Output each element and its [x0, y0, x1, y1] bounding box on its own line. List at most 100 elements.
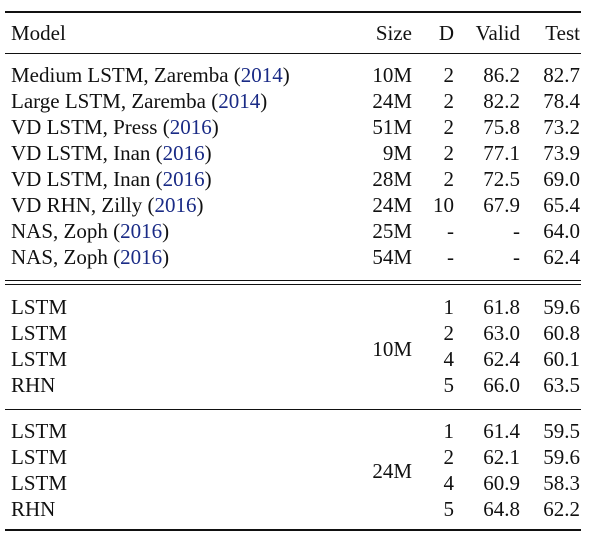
- valid-cell: 60.9: [483, 471, 520, 495]
- model-name: LSTM: [11, 445, 68, 469]
- d-cell: 2: [443, 63, 455, 87]
- model-name: LSTM: [11, 347, 68, 371]
- table-header: Model Size D Valid Test: [0, 20, 592, 46]
- size-cell: 28M: [372, 167, 412, 191]
- test-cell: 64.0: [543, 219, 580, 243]
- section-rule: [5, 280, 581, 281]
- test-cell: 82.7: [543, 63, 580, 87]
- valid-cell: 67.9: [483, 193, 520, 217]
- citation-year[interactable]: 2014: [218, 89, 261, 113]
- test-cell: 59.6: [543, 445, 580, 469]
- d-cell: -: [447, 219, 454, 243]
- table-row: VD RHN, Zilly (2016) 24M 10 67.9 65.4: [0, 192, 592, 218]
- valid-cell: -: [513, 219, 520, 243]
- citation-year[interactable]: 2014: [240, 63, 283, 87]
- header-model: Model: [11, 21, 66, 45]
- d-cell: 2: [443, 89, 455, 113]
- test-cell: 73.2: [543, 115, 580, 139]
- citation-year[interactable]: 2016: [169, 115, 212, 139]
- header-test: Test: [545, 21, 580, 45]
- citation-year[interactable]: 2016: [162, 167, 205, 191]
- model-name: Medium LSTM, Zaremba (2014): [11, 63, 290, 87]
- bottom-rule: [5, 529, 581, 531]
- table-row: LSTM 4 62.4 60.1: [0, 346, 592, 372]
- model-name: VD LSTM, Press (2016): [11, 115, 219, 139]
- valid-cell: 66.0: [483, 373, 520, 397]
- citation-year[interactable]: 2016: [162, 141, 205, 165]
- valid-cell: 75.8: [483, 115, 520, 139]
- d-cell: 1: [443, 419, 455, 443]
- model-name: NAS, Zoph (2016): [11, 219, 170, 243]
- group-size-cell: 10M: [372, 337, 412, 361]
- citation-year[interactable]: 2016: [154, 193, 197, 217]
- valid-cell: 63.0: [483, 321, 520, 345]
- table-row: RHN 5 64.8 62.2: [0, 496, 592, 522]
- valid-cell: 62.1: [483, 445, 520, 469]
- test-cell: 78.4: [543, 89, 580, 113]
- test-cell: 62.4: [543, 245, 580, 269]
- table-row: LSTM 1 61.8 59.6: [0, 294, 592, 320]
- d-cell: 2: [443, 445, 455, 469]
- test-cell: 62.2: [543, 497, 580, 521]
- d-cell: 2: [443, 321, 455, 345]
- valid-cell: 62.4: [483, 347, 520, 371]
- table-row: LSTM 1 61.4 59.5: [0, 418, 592, 444]
- d-cell: -: [447, 245, 454, 269]
- valid-cell: 72.5: [483, 167, 520, 191]
- model-name: LSTM: [11, 321, 68, 345]
- test-cell: 58.3: [543, 471, 580, 495]
- test-cell: 63.5: [543, 373, 580, 397]
- table-row: NAS, Zoph (2016) 54M - - 62.4: [0, 244, 592, 270]
- size-cell: 25M: [372, 219, 412, 243]
- table-row: VD LSTM, Press (2016) 51M 2 75.8 73.2: [0, 114, 592, 140]
- d-cell: 4: [443, 471, 455, 495]
- test-cell: 65.4: [543, 193, 580, 217]
- valid-cell: 61.8: [483, 295, 520, 319]
- header-rule: [5, 53, 581, 54]
- model-name: RHN: [11, 373, 56, 397]
- header-d: D: [438, 21, 454, 45]
- size-cell: 24M: [372, 89, 412, 113]
- model-name: Large LSTM, Zaremba (2014): [11, 89, 268, 113]
- test-cell: 59.5: [543, 419, 580, 443]
- d-cell: 2: [443, 141, 455, 165]
- test-cell: 60.1: [543, 347, 580, 371]
- model-name: LSTM: [11, 471, 68, 495]
- table-row: NAS, Zoph (2016) 25M - - 64.0: [0, 218, 592, 244]
- table-row: Large LSTM, Zaremba (2014) 24M 2 82.2 78…: [0, 88, 592, 114]
- valid-cell: 64.8: [483, 497, 520, 521]
- header-valid: Valid: [475, 21, 520, 45]
- d-cell: 10: [433, 193, 454, 217]
- model-name: VD RHN, Zilly (2016): [11, 193, 204, 217]
- d-cell: 5: [443, 373, 455, 397]
- model-name: VD LSTM, Inan (2016): [11, 167, 212, 191]
- table-row: VD LSTM, Inan (2016) 9M 2 77.1 73.9: [0, 140, 592, 166]
- citation-year[interactable]: 2016: [120, 219, 163, 243]
- valid-cell: 82.2: [483, 89, 520, 113]
- model-name: LSTM: [11, 419, 68, 443]
- d-cell: 5: [443, 497, 455, 521]
- size-cell: 10M: [372, 63, 412, 87]
- table-row: LSTM 2 63.0 60.8: [0, 320, 592, 346]
- model-name: RHN: [11, 497, 56, 521]
- test-cell: 59.6: [543, 295, 580, 319]
- table-row: VD LSTM, Inan (2016) 28M 2 72.5 69.0: [0, 166, 592, 192]
- valid-cell: -: [513, 245, 520, 269]
- table-row: Medium LSTM, Zaremba (2014) 10M 2 86.2 8…: [0, 62, 592, 88]
- header-size: Size: [375, 21, 412, 45]
- table-row: RHN 5 66.0 63.5: [0, 372, 592, 398]
- size-cell: 54M: [372, 245, 412, 269]
- test-cell: 60.8: [543, 321, 580, 345]
- section-rule: [5, 284, 581, 285]
- d-cell: 1: [443, 295, 455, 319]
- valid-cell: 86.2: [483, 63, 520, 87]
- table-row: LSTM 2 62.1 59.6: [0, 444, 592, 470]
- top-rule: [5, 11, 581, 13]
- size-cell: 9M: [382, 141, 412, 165]
- d-cell: 4: [443, 347, 455, 371]
- size-cell: 24M: [372, 193, 412, 217]
- d-cell: 2: [443, 167, 455, 191]
- citation-year[interactable]: 2016: [120, 245, 163, 269]
- group-rule: [5, 409, 581, 410]
